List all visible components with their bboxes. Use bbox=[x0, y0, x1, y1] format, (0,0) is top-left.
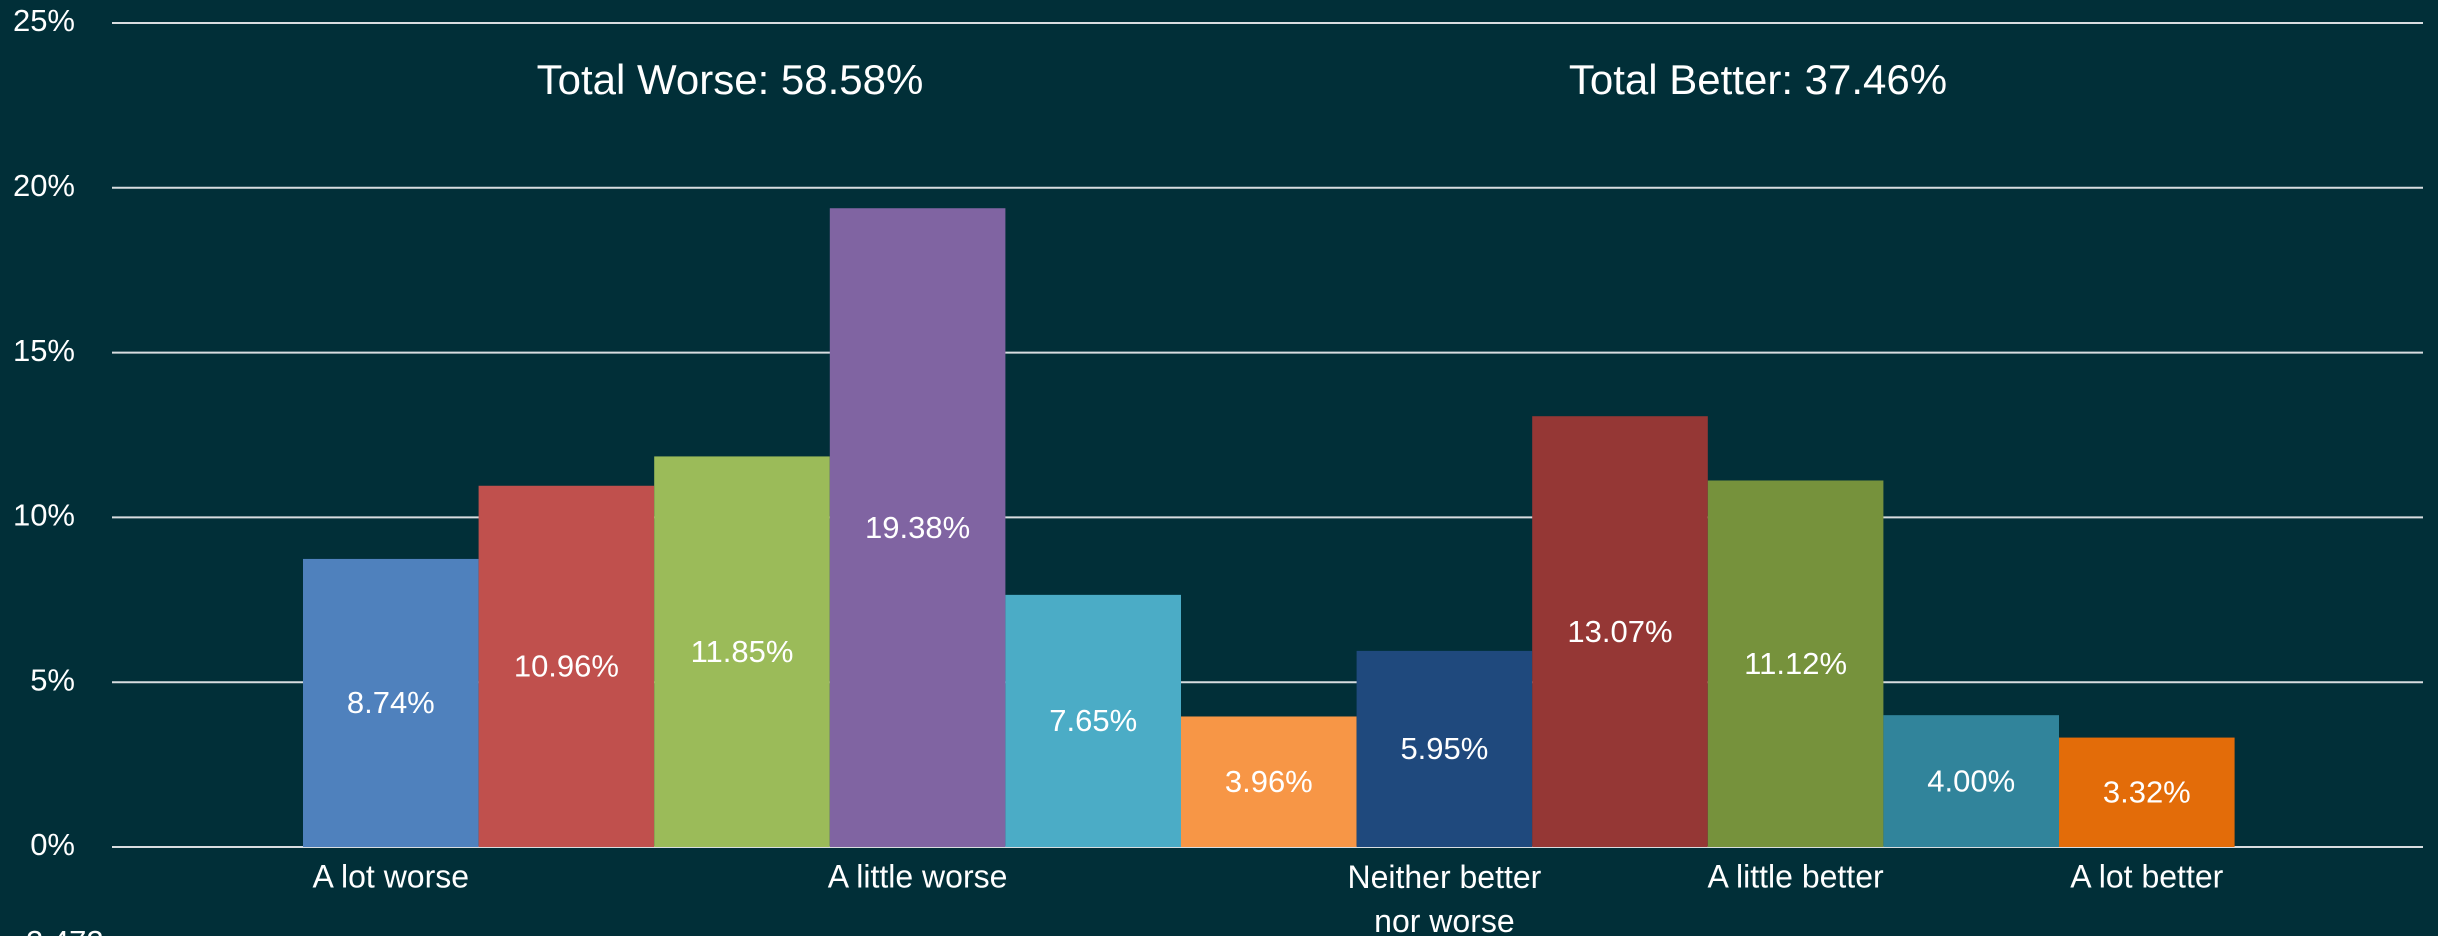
data-label: 10.96% bbox=[514, 649, 619, 684]
y-tick-label: 10% bbox=[13, 498, 75, 533]
note: 2,472 bbox=[26, 924, 104, 936]
data-label: 8.74% bbox=[347, 685, 435, 720]
data-label: 4.00% bbox=[1927, 763, 2015, 798]
bar bbox=[1005, 594, 1181, 847]
bar bbox=[654, 456, 830, 847]
y-tick-label: 20% bbox=[13, 168, 75, 203]
bar bbox=[1883, 715, 2059, 847]
bar bbox=[1181, 716, 1357, 847]
x-tick-label: Neither better nor worse bbox=[1347, 859, 1542, 936]
x-tick-label: A lot better bbox=[2070, 858, 2223, 894]
annotation: Total Worse: 58.58% bbox=[537, 56, 924, 103]
annotation: Total Better: 37.46% bbox=[1569, 56, 1947, 103]
bar bbox=[303, 558, 479, 847]
bar bbox=[478, 485, 655, 847]
data-label: 7.65% bbox=[1049, 703, 1137, 738]
bar bbox=[1532, 416, 1708, 847]
data-label: 3.96% bbox=[1225, 764, 1313, 799]
y-tick-label: 5% bbox=[30, 662, 75, 697]
data-label: 11.12% bbox=[1744, 646, 1847, 681]
x-tick-label: A little worse bbox=[828, 858, 1008, 894]
x-tick-label: A lot worse bbox=[313, 858, 470, 894]
bar bbox=[1707, 480, 1884, 847]
x-tick-label: A little better bbox=[1708, 858, 1884, 894]
y-tick-label: 0% bbox=[30, 827, 75, 862]
bar bbox=[2059, 737, 2235, 847]
bar bbox=[1356, 650, 1533, 847]
y-tick-label: 15% bbox=[13, 333, 75, 368]
x-tick-label-box: Neither better nor worse bbox=[1347, 859, 1542, 936]
y-tick-label: 25% bbox=[13, 3, 75, 38]
data-label: 5.95% bbox=[1400, 731, 1488, 766]
data-label: 13.07% bbox=[1567, 614, 1672, 649]
bar bbox=[829, 208, 1006, 847]
data-label: 11.85% bbox=[691, 634, 794, 669]
data-label: 3.32% bbox=[2103, 774, 2191, 809]
data-label: 19.38% bbox=[865, 510, 970, 545]
